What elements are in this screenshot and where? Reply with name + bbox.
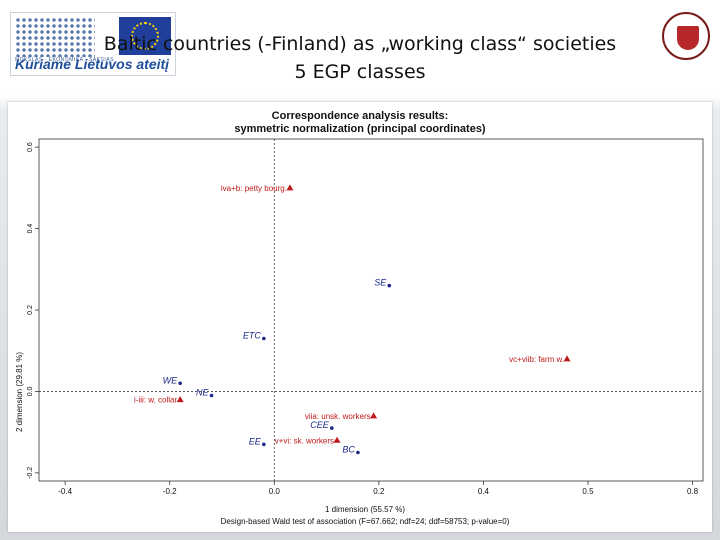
x-tick-label: -0.2 <box>163 487 177 496</box>
chart-title: Correspondence analysis results: <box>272 110 449 122</box>
class-point-marker <box>286 184 294 191</box>
plot-frame <box>38 138 704 482</box>
university-seal-logo <box>660 10 712 68</box>
slide-title-line2: 5 EGP classes <box>294 61 426 83</box>
region-point-label: CEE <box>310 420 330 430</box>
class-point-marker <box>370 412 378 419</box>
region-point-label: EE <box>249 436 262 446</box>
region-point-label: ETC <box>243 331 262 341</box>
y-tick-label: -0.2 <box>27 467 34 479</box>
region-point-marker <box>329 426 334 430</box>
class-point-marker <box>563 355 571 362</box>
x-tick-label: 0.4 <box>478 487 490 496</box>
chart-footnote: Design-based Wald test of association (F… <box>221 517 510 526</box>
y-tick-label: 0.0 <box>27 386 34 396</box>
region-point-label: SE <box>374 278 387 288</box>
class-point-marker <box>333 436 341 443</box>
x-tick-label: 0.0 <box>269 487 281 496</box>
x-tick-label: 0.8 <box>687 487 699 496</box>
correspondence-chart: Correspondence analysis results: symmetr… <box>15 110 704 526</box>
logo-dot-pattern <box>15 17 95 57</box>
chart-subtitle: symmetric normalization (principal coord… <box>234 123 486 135</box>
y-tick-label: 0.2 <box>27 305 34 315</box>
seal-ring <box>662 12 710 60</box>
class-point-label: i-iii: w. collar <box>134 396 177 405</box>
region-point-label: WE <box>163 375 178 385</box>
x-tick-label: 0.5 <box>582 487 594 496</box>
region-point-marker <box>178 381 182 386</box>
region-point-marker <box>262 442 266 447</box>
class-point-label: v+vi: sk. workers <box>275 436 334 445</box>
region-point-marker <box>356 450 360 455</box>
x-axis-label: 1 dimension (55.57 %) <box>325 505 405 514</box>
class-point-label: viia: unsk. workers <box>305 412 371 421</box>
project-logo: MOKSLAS · EKONOMIKA · SAKSIAS Kuriame Li… <box>10 12 176 76</box>
marks-group: SE ETC WE NE CEE EE BC iva+b: petty bourg. vc+vi… <box>134 184 571 455</box>
region-point-marker <box>387 283 392 288</box>
class-point-marker <box>176 396 184 403</box>
y-tick-label: 0.4 <box>27 224 34 234</box>
logo-slogan: Kuriame Lietuvos ateitį <box>15 56 170 72</box>
axes-group: -0.4 -0.2 0.0 0.2 0.4 0.5 0.8 -0.2 0.0 0.2 0.4 0.6 <box>27 139 703 496</box>
y-axis-label: 2 dimension (29.81 %) <box>15 352 24 432</box>
x-tick-label: 0.2 <box>373 487 385 496</box>
region-point-marker <box>262 336 266 341</box>
class-point-label: iva+b: petty bourg. <box>221 184 287 193</box>
x-tick-label: -0.4 <box>58 487 72 496</box>
slide-title: Baltic countries (-Finland) as „working … <box>90 30 630 86</box>
region-point-marker <box>209 393 214 398</box>
slide-title-line1: Baltic countries (-Finland) as „working … <box>103 33 617 55</box>
logo-small-text: MOKSLAS · EKONOMIKA · SAKSIAS <box>15 57 114 63</box>
region-point-label: NE <box>196 388 209 398</box>
region-point-label: BC <box>342 445 355 455</box>
coat-of-arms-icon <box>677 26 699 50</box>
plot-panel: Correspondence analysis results: symmetr… <box>8 102 712 532</box>
eu-flag-icon <box>119 17 171 55</box>
class-point-label: vc+viib: farm w. <box>509 355 564 364</box>
y-tick-label: 0.6 <box>27 142 34 152</box>
